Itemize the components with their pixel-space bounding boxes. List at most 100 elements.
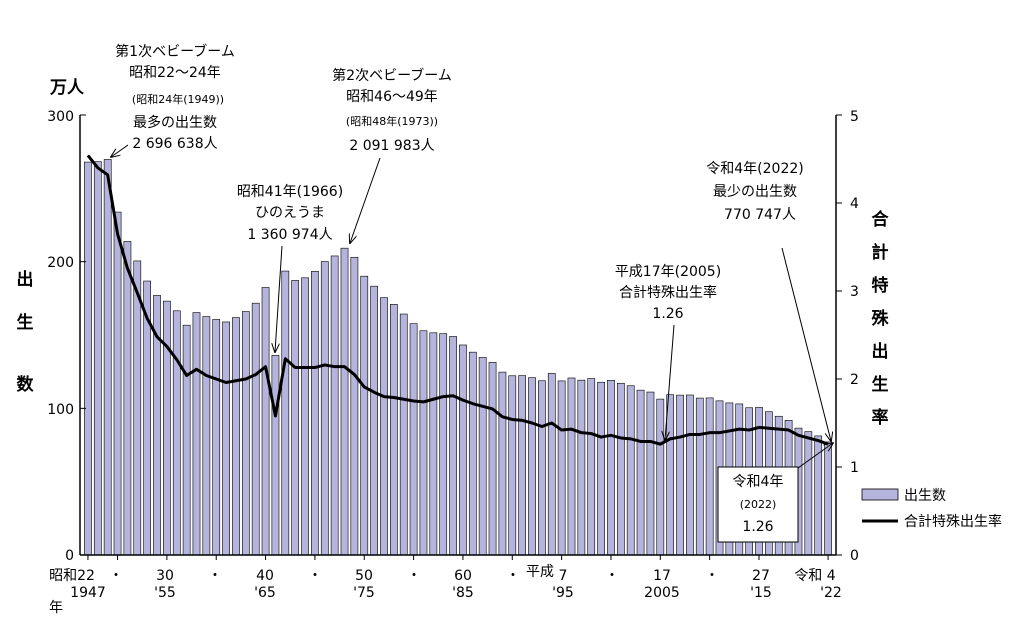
bar — [172, 310, 181, 556]
bar-series — [84, 159, 832, 556]
annotation-tfr-2005: 平成17年(2005) 合計特殊出生率 1.26 — [615, 264, 721, 440]
bar — [123, 241, 132, 556]
bar — [508, 375, 517, 556]
bar — [113, 211, 122, 556]
bar — [695, 397, 704, 556]
x-tick-era: 17 — [653, 568, 671, 584]
annotation-line: 2 696 638人 — [132, 136, 217, 152]
bar — [478, 357, 487, 556]
annotation-line: 昭和41年(1966) — [237, 184, 343, 200]
bar — [222, 321, 230, 556]
right-tick-label: 4 — [850, 196, 859, 212]
bar — [320, 261, 329, 556]
x-tick-western: 1947 — [70, 585, 106, 601]
left-axis-title-char: 数 — [17, 374, 35, 395]
x-tick-era: ・ — [407, 568, 421, 584]
bar — [528, 377, 536, 556]
right-tick-label: 0 — [850, 548, 859, 564]
bar — [281, 270, 290, 556]
annotation-tfr-2022: 令和4年 (2022) 1.26 — [717, 443, 833, 543]
bar — [380, 297, 388, 556]
left-tick-label: 0 — [65, 548, 74, 564]
annotation-line: (昭和24年(1949)) — [132, 92, 224, 106]
bar — [518, 375, 527, 556]
left-tick-label: 200 — [47, 255, 74, 271]
annotation-line: 1.26 — [742, 519, 773, 535]
annotation-line: 昭和22〜24年 — [129, 65, 221, 81]
right-axis-title-char: 生 — [872, 374, 889, 395]
bar — [577, 379, 586, 556]
bar — [597, 381, 605, 556]
bar — [449, 336, 457, 556]
x-tick-year-suffix: 年 — [49, 600, 63, 616]
annotation-line: 最少の出生数 — [713, 184, 797, 200]
x-tick-western: '75 — [353, 585, 375, 601]
annotation-arrow — [111, 144, 129, 157]
bar — [399, 313, 408, 556]
x-tick-western: '15 — [750, 585, 772, 601]
legend-label: 合計特殊出生率 — [904, 513, 1002, 530]
bar — [607, 380, 615, 556]
annotation-line: 1 360 974人 — [247, 227, 332, 243]
right-tick-label: 5 — [850, 109, 859, 125]
bar — [251, 302, 260, 556]
right-axis-title-char: 殊 — [872, 308, 890, 329]
bar — [646, 391, 655, 556]
bar — [409, 323, 418, 556]
x-tick-era: 40 — [256, 568, 274, 584]
annotation-line: 770 747人 — [724, 207, 796, 223]
bar — [271, 355, 280, 556]
right-axis-title-char: 出 — [872, 341, 889, 362]
bar — [192, 312, 201, 556]
right-tick-label: 2 — [850, 372, 859, 388]
x-tick-western: '95 — [552, 585, 574, 601]
right-tick-label: 1 — [850, 460, 859, 476]
x-tick-era: 50 — [355, 568, 373, 584]
bar — [163, 300, 171, 556]
annotation-line: 最多の出生数 — [133, 114, 217, 131]
annotation-line: 2 091 983人 — [349, 138, 434, 154]
x-tick-era: 令和 4 — [794, 568, 835, 584]
right-tick-label: 3 — [850, 284, 859, 300]
bar — [301, 277, 309, 556]
line-series-group — [86, 154, 829, 446]
left-axis-title-char: 生 — [17, 312, 34, 333]
bar — [261, 287, 270, 556]
bar — [824, 441, 832, 556]
annotation-box — [717, 466, 799, 543]
x-tick-era: ・ — [208, 568, 222, 584]
bar — [666, 394, 675, 556]
bar — [567, 377, 576, 556]
x-tick-era: ・ — [506, 568, 520, 584]
bar — [636, 389, 645, 556]
bar — [212, 319, 221, 556]
bar — [439, 333, 448, 556]
bar — [498, 371, 507, 556]
bar — [350, 256, 359, 556]
annotation-line: ひのえうま — [255, 205, 325, 221]
bar — [330, 255, 339, 556]
annotation-baby-boom-1: 第1次ベビーブーム 昭和22〜24年 (昭和24年(1949)) 最多の出生数 … — [111, 43, 235, 157]
annotation-arrow — [275, 245, 283, 352]
x-tick-labels: 昭和22 1947 年 ・ 30 '55 ・ 40 '65 ・ 50 '75 ・… — [49, 564, 842, 616]
x-tick-era: 60 — [454, 568, 472, 584]
annotation-line: 昭和46〜49年 — [346, 89, 438, 105]
annotation-line: 第1次ベビーブーム — [115, 43, 235, 60]
bar — [182, 324, 191, 556]
x-tick-era: 27 — [752, 568, 770, 584]
bar — [340, 247, 349, 556]
bar — [232, 317, 240, 556]
right-axis-title-char: 率 — [872, 407, 889, 428]
left-axis-title-char: 出 — [17, 269, 34, 290]
right-axis-title-char: 特 — [872, 275, 889, 296]
legend-bar-swatch — [861, 488, 899, 501]
bar — [656, 398, 665, 556]
bar — [488, 361, 497, 556]
bar — [93, 161, 102, 556]
x-tick-western: '55 — [154, 585, 176, 601]
bar — [370, 285, 378, 556]
axis-ticks — [80, 114, 842, 560]
bar — [616, 382, 625, 556]
legend-label: 出生数 — [904, 488, 946, 504]
bar — [538, 380, 546, 556]
